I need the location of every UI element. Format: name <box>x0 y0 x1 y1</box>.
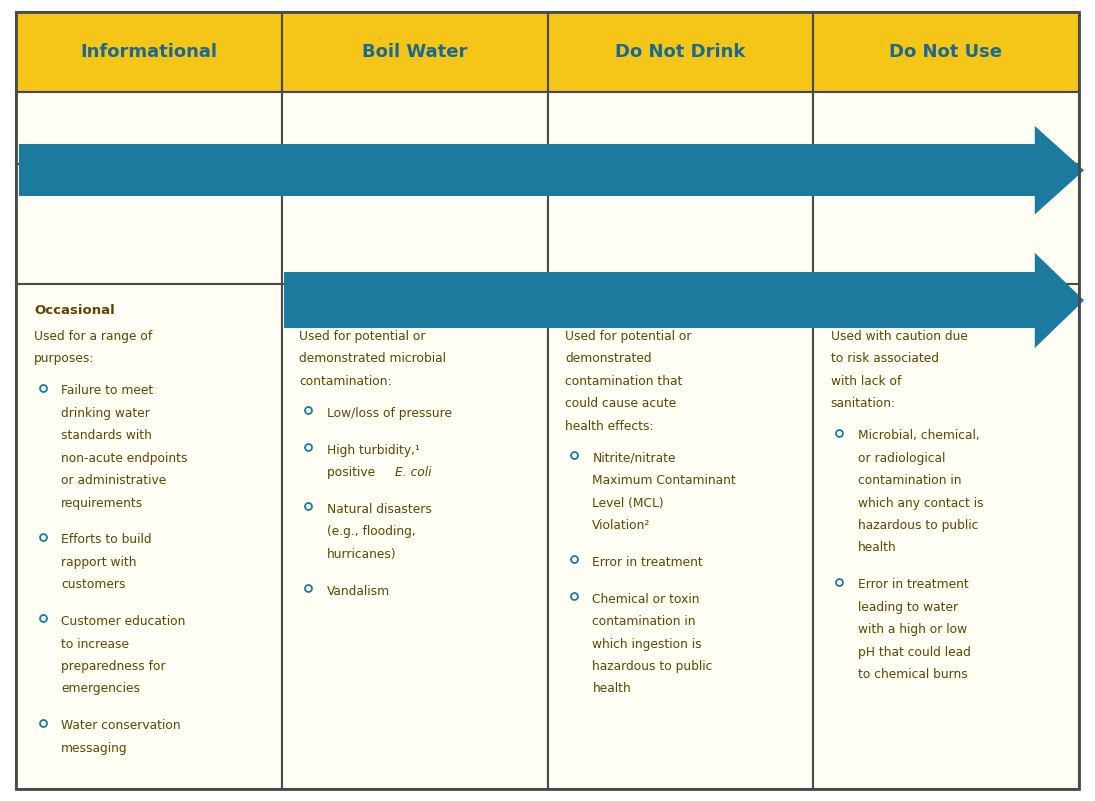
Text: Vandalism: Vandalism <box>327 585 390 598</box>
Text: Efforts to build: Efforts to build <box>61 533 152 546</box>
Text: High turbidity,¹: High turbidity,¹ <box>327 444 419 457</box>
Text: which any contact is: which any contact is <box>858 497 983 509</box>
Text: Used for a range of: Used for a range of <box>34 330 152 343</box>
Polygon shape <box>1035 252 1084 348</box>
Text: Maximum Contaminant: Maximum Contaminant <box>592 474 736 487</box>
Text: Failure to meet: Failure to meet <box>61 384 153 397</box>
Bar <box>283 284 548 789</box>
Text: or administrative: or administrative <box>61 474 166 487</box>
Bar <box>812 284 1079 789</box>
Bar <box>812 164 1079 284</box>
Bar <box>283 12 548 92</box>
Text: (greater): (greater) <box>825 163 884 177</box>
Bar <box>548 12 812 92</box>
Text: Chemical or toxin: Chemical or toxin <box>592 593 700 606</box>
Text: Do Not Use: Do Not Use <box>889 43 1002 61</box>
Text: Rare: Rare <box>831 304 865 317</box>
Text: Informational: Informational <box>81 43 218 61</box>
Text: Violation²: Violation² <box>592 519 650 532</box>
Text: sanitation:: sanitation: <box>831 397 896 410</box>
Text: requirements: requirements <box>61 497 143 509</box>
Text: emergencies: emergencies <box>61 682 140 695</box>
Text: Water conservation: Water conservation <box>61 719 181 732</box>
Text: health: health <box>592 682 631 695</box>
Text: could cause acute: could cause acute <box>565 397 677 410</box>
Text: customers: customers <box>61 578 126 591</box>
Text: Occasional: Occasional <box>34 304 115 317</box>
Text: Do Not Drink: Do Not Drink <box>615 43 746 61</box>
Text: which ingestion is: which ingestion is <box>592 638 702 650</box>
Text: health: health <box>858 541 897 554</box>
Text: drinking water: drinking water <box>61 407 150 420</box>
Text: health effects:: health effects: <box>565 420 654 433</box>
Bar <box>283 164 548 284</box>
Text: with a high or low: with a high or low <box>858 623 967 636</box>
Text: with lack of: with lack of <box>831 375 901 388</box>
Text: Infrequent: Infrequent <box>565 304 644 317</box>
Bar <box>812 92 1079 164</box>
Bar <box>19 144 1035 196</box>
Text: Boil Water: Boil Water <box>362 43 468 61</box>
Text: contamination:: contamination: <box>300 375 392 388</box>
Bar <box>283 92 548 164</box>
Text: contamination in: contamination in <box>858 474 961 487</box>
Text: Error in treatment: Error in treatment <box>858 578 969 591</box>
Text: demonstrated: demonstrated <box>565 352 652 365</box>
Text: Public encouraged to take immediate action: Public encouraged to take immediate acti… <box>499 293 839 308</box>
Text: standards with: standards with <box>61 429 152 442</box>
Text: Severity of situation: Severity of situation <box>471 163 624 178</box>
Text: Nitrite/nitrate: Nitrite/nitrate <box>592 452 676 465</box>
Text: E. coli: E. coli <box>395 466 431 479</box>
Text: pH that could lead: pH that could lead <box>858 646 971 658</box>
Bar <box>16 164 281 284</box>
Text: hazardous to public: hazardous to public <box>858 519 978 532</box>
Text: Level (MCL): Level (MCL) <box>592 497 664 509</box>
Bar <box>16 92 281 164</box>
Text: leading to water: leading to water <box>858 601 958 614</box>
Text: Customer education: Customer education <box>61 615 186 628</box>
Text: Microbial, chemical,: Microbial, chemical, <box>858 429 980 442</box>
Text: Low/loss of pressure: Low/loss of pressure <box>327 407 452 420</box>
Bar <box>812 12 1079 92</box>
Text: non-acute endpoints: non-acute endpoints <box>61 452 188 465</box>
Text: Used for potential or: Used for potential or <box>300 330 426 343</box>
Text: purposes:: purposes: <box>34 352 94 365</box>
Text: Error in treatment: Error in treatment <box>592 556 703 569</box>
Bar <box>548 284 812 789</box>
Text: to risk associated: to risk associated <box>831 352 938 365</box>
Bar <box>548 164 812 284</box>
Text: rapport with: rapport with <box>61 556 137 569</box>
Text: contamination that: contamination that <box>565 375 682 388</box>
Text: positive: positive <box>327 466 379 479</box>
Text: Used with caution due: Used with caution due <box>831 330 968 343</box>
Bar <box>16 12 281 92</box>
Text: to increase: to increase <box>61 638 129 650</box>
Text: hurricanes): hurricanes) <box>327 548 396 561</box>
Text: to chemical burns: to chemical burns <box>858 668 968 681</box>
Text: or radiological: or radiological <box>858 452 945 465</box>
Text: (lesser): (lesser) <box>36 163 85 177</box>
Text: preparedness for: preparedness for <box>61 660 166 673</box>
Bar <box>285 272 1035 328</box>
Text: contamination in: contamination in <box>592 615 696 628</box>
Text: (e.g., flooding,: (e.g., flooding, <box>327 525 416 538</box>
Text: hazardous to public: hazardous to public <box>592 660 713 673</box>
Text: Used for potential or: Used for potential or <box>565 330 692 343</box>
Bar <box>548 92 812 164</box>
Text: Natural disasters: Natural disasters <box>327 503 431 516</box>
Text: messaging: messaging <box>61 742 128 755</box>
Text: demonstrated microbial: demonstrated microbial <box>300 352 447 365</box>
Polygon shape <box>1035 126 1084 215</box>
Bar <box>16 284 281 789</box>
Text: Frequent: Frequent <box>300 304 367 317</box>
